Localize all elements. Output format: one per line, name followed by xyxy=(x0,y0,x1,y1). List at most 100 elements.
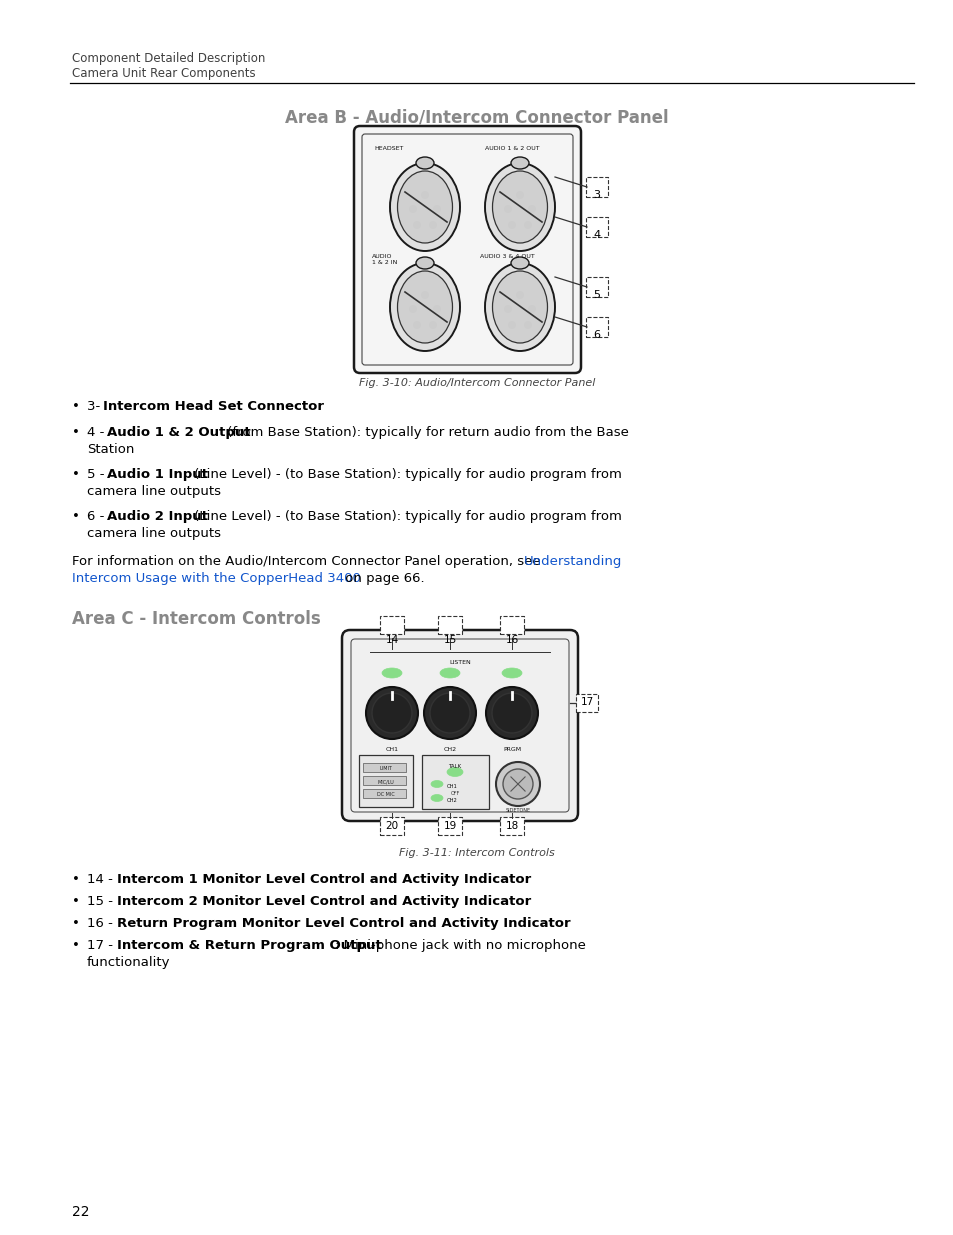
FancyBboxPatch shape xyxy=(379,818,403,835)
Text: 15: 15 xyxy=(443,635,456,645)
Text: •: • xyxy=(71,895,80,908)
Circle shape xyxy=(508,221,515,228)
Circle shape xyxy=(516,191,523,199)
Text: : Mini-phone jack with no microphone: : Mini-phone jack with no microphone xyxy=(335,939,585,952)
Ellipse shape xyxy=(511,257,529,269)
Ellipse shape xyxy=(431,794,442,802)
FancyBboxPatch shape xyxy=(499,616,523,634)
Circle shape xyxy=(504,305,511,312)
Ellipse shape xyxy=(484,263,555,351)
Ellipse shape xyxy=(397,170,452,243)
Text: Fig. 3-11: Intercom Controls: Fig. 3-11: Intercom Controls xyxy=(398,848,555,858)
Text: 4: 4 xyxy=(593,230,600,240)
FancyBboxPatch shape xyxy=(358,755,413,806)
Circle shape xyxy=(372,693,412,734)
Text: 5 -: 5 - xyxy=(87,468,109,480)
FancyBboxPatch shape xyxy=(341,630,578,821)
Text: 17 -: 17 - xyxy=(87,939,117,952)
Ellipse shape xyxy=(447,767,462,777)
Text: 5: 5 xyxy=(593,290,599,300)
Text: LIMIT: LIMIT xyxy=(379,766,392,771)
Circle shape xyxy=(429,221,436,228)
Text: 18: 18 xyxy=(505,821,518,831)
Text: •: • xyxy=(71,939,80,952)
Text: MIC/LU: MIC/LU xyxy=(377,779,394,784)
Circle shape xyxy=(528,305,535,312)
Text: 6 -: 6 - xyxy=(87,510,109,522)
Text: 14: 14 xyxy=(385,635,398,645)
Text: 4 -: 4 - xyxy=(87,426,109,438)
Ellipse shape xyxy=(390,163,459,251)
Text: SIDETONE: SIDETONE xyxy=(505,808,530,813)
Text: CH1: CH1 xyxy=(447,784,457,789)
Text: Station: Station xyxy=(87,443,134,456)
Text: on page 66.: on page 66. xyxy=(340,572,424,585)
Circle shape xyxy=(413,221,420,228)
Text: AUDIO 3 & 4 OUT: AUDIO 3 & 4 OUT xyxy=(479,254,535,259)
Text: 16: 16 xyxy=(505,635,518,645)
Text: •: • xyxy=(71,873,80,885)
FancyBboxPatch shape xyxy=(437,616,461,634)
Text: AUDIO
1 & 2 IN: AUDIO 1 & 2 IN xyxy=(372,254,397,264)
Circle shape xyxy=(528,205,535,212)
Circle shape xyxy=(423,687,476,739)
Text: Intercom 2 Monitor Level Control and Activity Indicator: Intercom 2 Monitor Level Control and Act… xyxy=(117,895,531,908)
Text: Understanding: Understanding xyxy=(523,555,621,568)
Circle shape xyxy=(524,321,531,329)
Ellipse shape xyxy=(484,163,555,251)
FancyBboxPatch shape xyxy=(354,126,580,373)
Circle shape xyxy=(421,191,428,199)
FancyBboxPatch shape xyxy=(576,694,598,713)
Ellipse shape xyxy=(511,157,529,169)
Text: Intercom & Return Program Output: Intercom & Return Program Output xyxy=(117,939,381,952)
Ellipse shape xyxy=(492,170,547,243)
Ellipse shape xyxy=(397,270,452,343)
Text: Intercom Usage with the CopperHead 3400: Intercom Usage with the CopperHead 3400 xyxy=(71,572,360,585)
Text: Fig. 3-10: Audio/Intercom Connector Panel: Fig. 3-10: Audio/Intercom Connector Pane… xyxy=(358,378,595,388)
Text: 16 -: 16 - xyxy=(87,918,117,930)
FancyBboxPatch shape xyxy=(585,217,607,237)
Circle shape xyxy=(409,305,416,312)
Text: For information on the Audio/Intercom Connector Panel operation, see: For information on the Audio/Intercom Co… xyxy=(71,555,544,568)
Text: camera line outputs: camera line outputs xyxy=(87,485,221,498)
Ellipse shape xyxy=(381,668,401,678)
Text: TALK: TALK xyxy=(448,764,461,769)
FancyBboxPatch shape xyxy=(585,177,607,198)
Text: Area C - Intercom Controls: Area C - Intercom Controls xyxy=(71,610,320,629)
Text: 15 -: 15 - xyxy=(87,895,117,908)
Text: •: • xyxy=(71,400,80,412)
Text: (Line Level) - (to Base Station): typically for audio program from: (Line Level) - (to Base Station): typica… xyxy=(190,468,621,480)
Text: Audio 1 Input: Audio 1 Input xyxy=(107,468,208,480)
Circle shape xyxy=(502,769,533,799)
FancyBboxPatch shape xyxy=(379,616,403,634)
Text: Component Detailed Description: Component Detailed Description xyxy=(71,52,265,65)
FancyBboxPatch shape xyxy=(437,818,461,835)
Ellipse shape xyxy=(416,257,434,269)
Text: 6: 6 xyxy=(593,330,599,340)
FancyBboxPatch shape xyxy=(421,755,489,809)
Circle shape xyxy=(496,762,539,806)
Ellipse shape xyxy=(390,263,459,351)
Circle shape xyxy=(504,205,511,212)
Circle shape xyxy=(421,291,428,299)
Circle shape xyxy=(366,687,417,739)
FancyBboxPatch shape xyxy=(363,762,406,772)
Circle shape xyxy=(524,221,531,228)
Ellipse shape xyxy=(501,668,521,678)
FancyBboxPatch shape xyxy=(585,317,607,337)
Text: PRGM: PRGM xyxy=(502,747,520,752)
Text: CH2: CH2 xyxy=(447,798,457,803)
Circle shape xyxy=(413,321,420,329)
Circle shape xyxy=(492,693,532,734)
Ellipse shape xyxy=(416,157,434,169)
Text: 22: 22 xyxy=(71,1205,90,1219)
Text: Intercom 1 Monitor Level Control and Activity Indicator: Intercom 1 Monitor Level Control and Act… xyxy=(117,873,531,885)
Text: 17: 17 xyxy=(579,697,593,706)
Text: 19: 19 xyxy=(443,821,456,831)
Ellipse shape xyxy=(431,781,442,788)
Text: CH2: CH2 xyxy=(443,747,456,752)
Circle shape xyxy=(433,305,440,312)
Circle shape xyxy=(516,291,523,299)
Text: LISTEN: LISTEN xyxy=(449,659,471,664)
Text: 14 -: 14 - xyxy=(87,873,117,885)
